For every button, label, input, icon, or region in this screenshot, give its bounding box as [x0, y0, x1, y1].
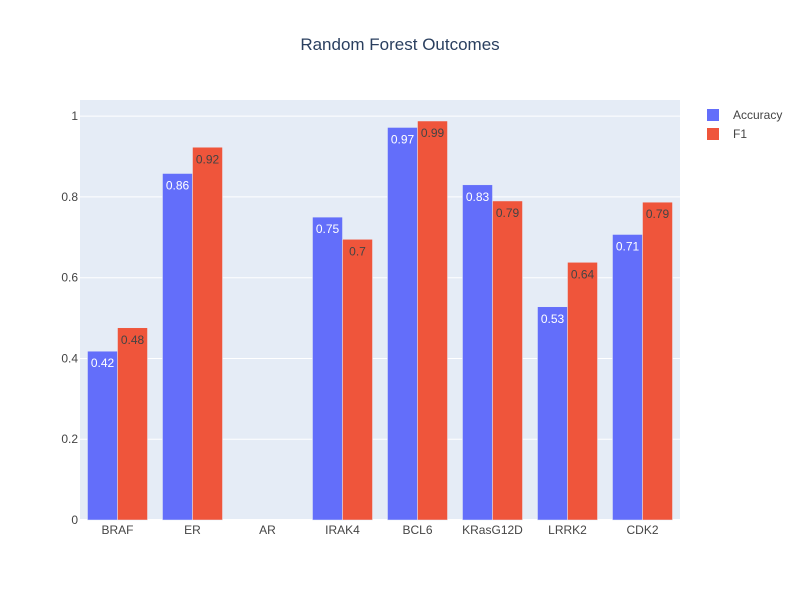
data-label: 0.7 — [349, 244, 366, 258]
x-tick-label: BCL6 — [402, 523, 432, 537]
y-tick-label: 0 — [71, 513, 78, 527]
data-label: 0.86 — [166, 179, 190, 193]
y-tick-label: 0.8 — [61, 190, 78, 204]
data-label: 0.53 — [541, 312, 565, 326]
bar-accuracy-irak4[interactable] — [312, 216, 343, 521]
data-label: 0.42 — [91, 356, 115, 370]
data-label: 0.99 — [421, 126, 445, 140]
data-label: 0.75 — [316, 222, 340, 236]
x-tick-label: BRAF — [101, 523, 133, 537]
y-axis-ticks: 0 0.2 0.4 0.6 0.8 1 — [61, 109, 78, 527]
bar-f1-bcl6[interactable] — [417, 120, 448, 521]
x-tick-label: KRasG12D — [462, 523, 523, 537]
data-label: 0.48 — [121, 333, 145, 347]
data-label: 0.79 — [496, 206, 520, 220]
data-label: 0.64 — [571, 267, 595, 281]
bar-accuracy-er[interactable] — [162, 173, 193, 521]
data-label: 0.83 — [466, 190, 490, 204]
y-tick-label: 0.2 — [61, 432, 78, 446]
data-label: 0.79 — [646, 207, 670, 221]
x-tick-label: CDK2 — [626, 523, 658, 537]
data-label: 0.97 — [391, 132, 415, 146]
bar-accuracy-krasg12d[interactable] — [462, 184, 493, 521]
x-tick-label: AR — [259, 523, 276, 537]
bar-f1-braf[interactable] — [117, 327, 148, 521]
bar-f1-er[interactable] — [192, 147, 223, 521]
bar-accuracy-bcl6[interactable] — [387, 127, 418, 521]
x-axis-ticks: BRAF ER AR IRAK4 BCL6 KRasG12D LRRK2 CDK2 — [101, 523, 658, 537]
legend[interactable]: Accuracy F1 — [707, 108, 782, 141]
legend-label-accuracy[interactable]: Accuracy — [733, 108, 782, 122]
y-tick-label: 0.6 — [61, 271, 78, 285]
y-tick-label: 0.4 — [61, 351, 78, 365]
bar-accuracy-braf[interactable] — [87, 350, 118, 521]
legend-swatch-f1[interactable] — [707, 128, 719, 140]
x-tick-label: LRRK2 — [548, 523, 587, 537]
bars — [87, 120, 673, 521]
bar-accuracy-cdk2[interactable] — [612, 234, 643, 521]
chart-title: Random Forest Outcomes — [300, 35, 499, 54]
bar-f1-irak4[interactable] — [342, 239, 373, 521]
x-tick-label: ER — [184, 523, 201, 537]
bar-f1-cdk2[interactable] — [642, 201, 673, 521]
legend-swatch-accuracy[interactable] — [707, 109, 719, 121]
bar-f1-krasg12d[interactable] — [492, 200, 523, 521]
data-label: 0.71 — [616, 239, 640, 253]
bar-f1-lrrk2[interactable] — [567, 262, 598, 521]
x-tick-label: IRAK4 — [325, 523, 360, 537]
data-label: 0.92 — [196, 152, 220, 166]
legend-label-f1[interactable]: F1 — [733, 127, 747, 141]
bar-accuracy-lrrk2[interactable] — [537, 306, 568, 521]
data-labels: 0.42 0.48 0.86 0.92 0.75 0.7 0.97 0.99 0.83 0.79 0… — [91, 126, 670, 370]
y-tick-label: 1 — [71, 109, 78, 123]
